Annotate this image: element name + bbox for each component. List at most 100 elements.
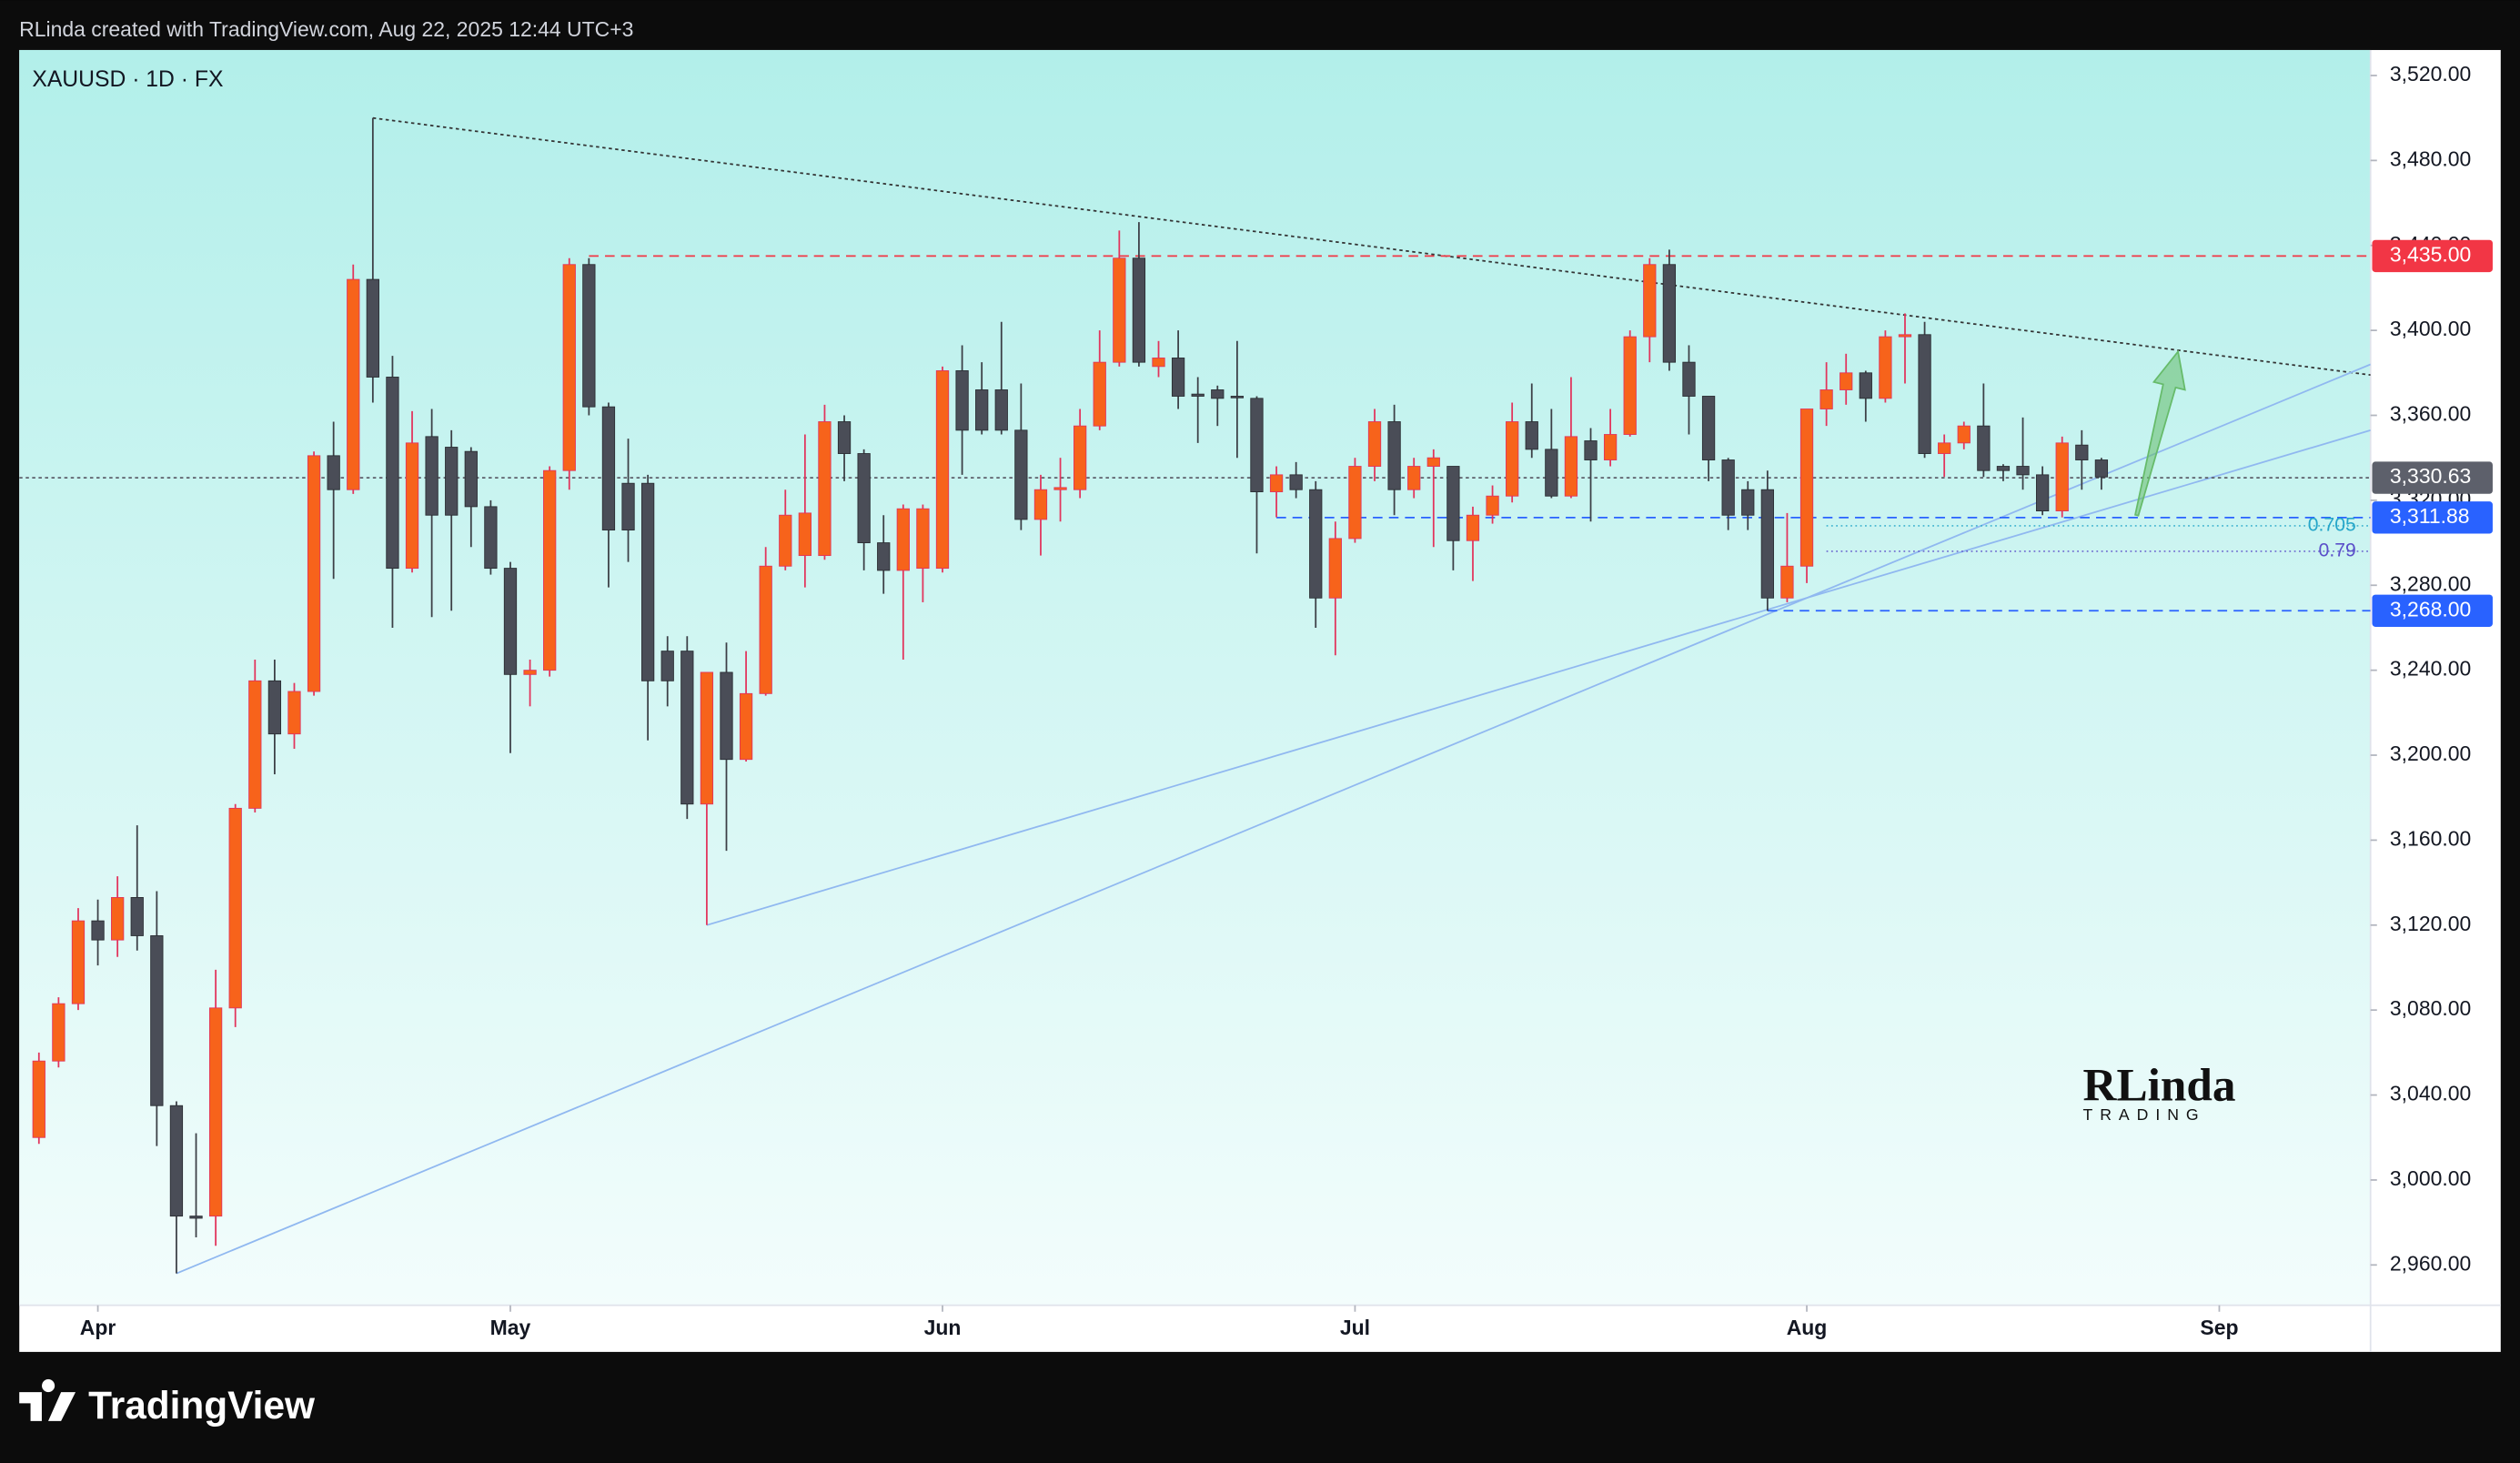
candle-body xyxy=(975,389,989,431)
candle-body xyxy=(2075,444,2089,460)
candle-body xyxy=(1113,257,1126,363)
x-tick-label: Aug xyxy=(1787,1316,1828,1339)
candle-body xyxy=(1701,396,1716,460)
candle-body xyxy=(307,455,321,692)
y-tick-label: 3,480.00 xyxy=(2390,146,2471,170)
candle-body xyxy=(818,421,832,557)
candle-body xyxy=(91,920,105,941)
candle-body xyxy=(189,1216,203,1219)
x-tick-label: Sep xyxy=(2200,1316,2238,1339)
candle-body xyxy=(425,436,438,516)
price-box-label: 3,330.63 xyxy=(2390,464,2471,488)
trendline xyxy=(706,429,2371,926)
candle-body xyxy=(445,447,459,516)
candle-body xyxy=(1840,372,1853,390)
candle-body xyxy=(582,264,596,408)
trendline xyxy=(176,363,2371,1275)
candle-body xyxy=(1977,425,1991,471)
price-box xyxy=(2372,239,2493,273)
candle-body xyxy=(1879,336,1892,399)
price-box xyxy=(2372,461,2493,494)
candle-body xyxy=(484,506,498,570)
candle-body xyxy=(150,935,164,1106)
candle-body xyxy=(739,692,753,761)
y-tick-label: 3,000.00 xyxy=(2390,1166,2471,1190)
candle-body xyxy=(1033,489,1048,520)
candle-body xyxy=(720,671,733,761)
candle-body xyxy=(1721,459,1735,516)
x-tick-label: Jul xyxy=(1340,1316,1370,1339)
candle-body xyxy=(523,670,537,675)
candle-body xyxy=(1309,489,1323,599)
price-box-label: 3,311.88 xyxy=(2390,504,2470,528)
candle-body xyxy=(1545,449,1558,497)
candle-body xyxy=(1250,398,1264,492)
y-tick-label: 3,360.00 xyxy=(2390,402,2471,426)
y-tick-label: 3,160.00 xyxy=(2390,826,2471,850)
candle-body xyxy=(111,897,125,941)
plot xyxy=(19,116,2371,1275)
candle-body xyxy=(935,370,950,570)
candle-body xyxy=(52,1003,66,1062)
candle-body xyxy=(1152,358,1165,368)
candle-body xyxy=(1466,514,1480,541)
candle-body xyxy=(837,421,852,454)
candle-body xyxy=(562,264,576,471)
candle-body xyxy=(287,691,301,735)
chart-title: XAUUSD · 1D · FX xyxy=(32,67,223,92)
footer-logo: TradingView xyxy=(19,1378,316,1427)
candle-body xyxy=(779,514,792,567)
candle-body xyxy=(228,807,242,1009)
candle-body xyxy=(2016,466,2030,476)
candle-body xyxy=(1269,474,1284,492)
candle-body xyxy=(857,453,871,544)
candle-body xyxy=(1014,429,1028,520)
candle-body xyxy=(1211,389,1225,399)
candle-body xyxy=(1132,257,1146,363)
candle-body xyxy=(896,508,910,571)
candle-body xyxy=(1230,396,1245,399)
price-box-label: 3,268.00 xyxy=(2390,597,2471,621)
candle-body xyxy=(248,680,262,809)
candle-body xyxy=(1407,466,1421,490)
candle-body xyxy=(680,651,694,805)
candle-body xyxy=(2055,442,2069,512)
candle-body xyxy=(405,442,419,570)
y-tick-label: 3,080.00 xyxy=(2390,996,2471,1020)
trendline xyxy=(372,116,2371,377)
candle-body xyxy=(877,542,891,571)
candle-body xyxy=(1623,336,1637,435)
candle-body xyxy=(1348,466,1362,540)
candle-body xyxy=(1367,421,1382,467)
candle-body xyxy=(1387,421,1401,490)
candle-body xyxy=(1486,495,1499,516)
candle-body xyxy=(1957,425,1971,444)
x-tick-label: May xyxy=(490,1316,531,1339)
price-box xyxy=(2372,594,2493,627)
candle-body xyxy=(916,508,930,570)
header-text: RLinda created with TradingView.com, Aug… xyxy=(19,17,633,41)
candle-body xyxy=(1643,264,1657,338)
candle-body xyxy=(1603,434,1618,460)
price-box xyxy=(2372,501,2493,534)
candle-body xyxy=(1525,421,1538,450)
candle-body xyxy=(1938,442,1951,454)
candle-body xyxy=(503,568,518,675)
candle-body xyxy=(1446,466,1460,541)
logo-icon xyxy=(19,1378,76,1421)
candle-body xyxy=(1093,361,1106,427)
candle-body xyxy=(640,482,655,681)
x-tick-label: Apr xyxy=(80,1316,116,1339)
candle-body xyxy=(1741,489,1755,516)
candle-body xyxy=(130,897,144,936)
candle-body xyxy=(1760,489,1774,599)
watermark-name: RLinda xyxy=(2082,1060,2235,1112)
candle-body xyxy=(543,469,557,671)
candle-body xyxy=(621,482,635,531)
candle-body xyxy=(1682,361,1696,397)
y-tick-label: 3,120.00 xyxy=(2390,912,2471,935)
candle-body xyxy=(1171,358,1185,397)
candle-body xyxy=(700,671,714,805)
